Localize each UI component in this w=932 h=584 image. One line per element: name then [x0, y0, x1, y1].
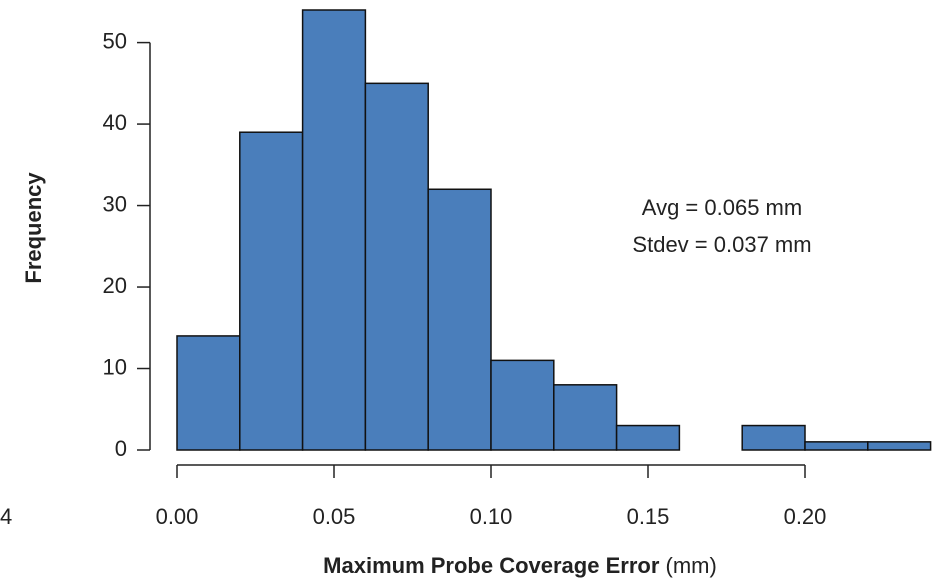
x-axis-label: Maximum Probe Coverage Error (mm) [323, 553, 717, 578]
bar [427, 188, 492, 451]
x-tick-label: 0.05 [313, 504, 356, 529]
bar [239, 131, 304, 451]
annotation: Stdev = 0.037 mm [632, 232, 811, 257]
bar [176, 335, 241, 451]
bar [741, 424, 806, 451]
y-tick-label: 20 [103, 273, 127, 298]
bar [615, 424, 681, 451]
y-tick-label: 30 [103, 191, 127, 216]
bar [364, 82, 429, 451]
x-axis-label-main: Maximum Probe Coverage Error [323, 553, 660, 578]
bar [867, 441, 932, 451]
y-tick-label: 50 [103, 28, 127, 53]
bar [301, 9, 367, 451]
y-tick-label: 10 [103, 354, 127, 379]
x-axis-label-unit: (mm) [666, 553, 717, 578]
y-tick-label: 40 [103, 110, 127, 135]
bar [490, 359, 555, 451]
x-tick-label: 0.00 [156, 504, 199, 529]
y-axis-label: Frequency [21, 172, 46, 284]
x-tick-label: 0.15 [627, 504, 670, 529]
annotation: Avg = 0.065 mm [642, 195, 802, 220]
clipped-label: 4 [0, 504, 12, 529]
bar [553, 384, 618, 451]
x-tick-label: 0.20 [784, 504, 827, 529]
x-tick-label: 0.10 [470, 504, 513, 529]
bar [804, 441, 869, 451]
y-tick-label: 0 [115, 436, 127, 461]
